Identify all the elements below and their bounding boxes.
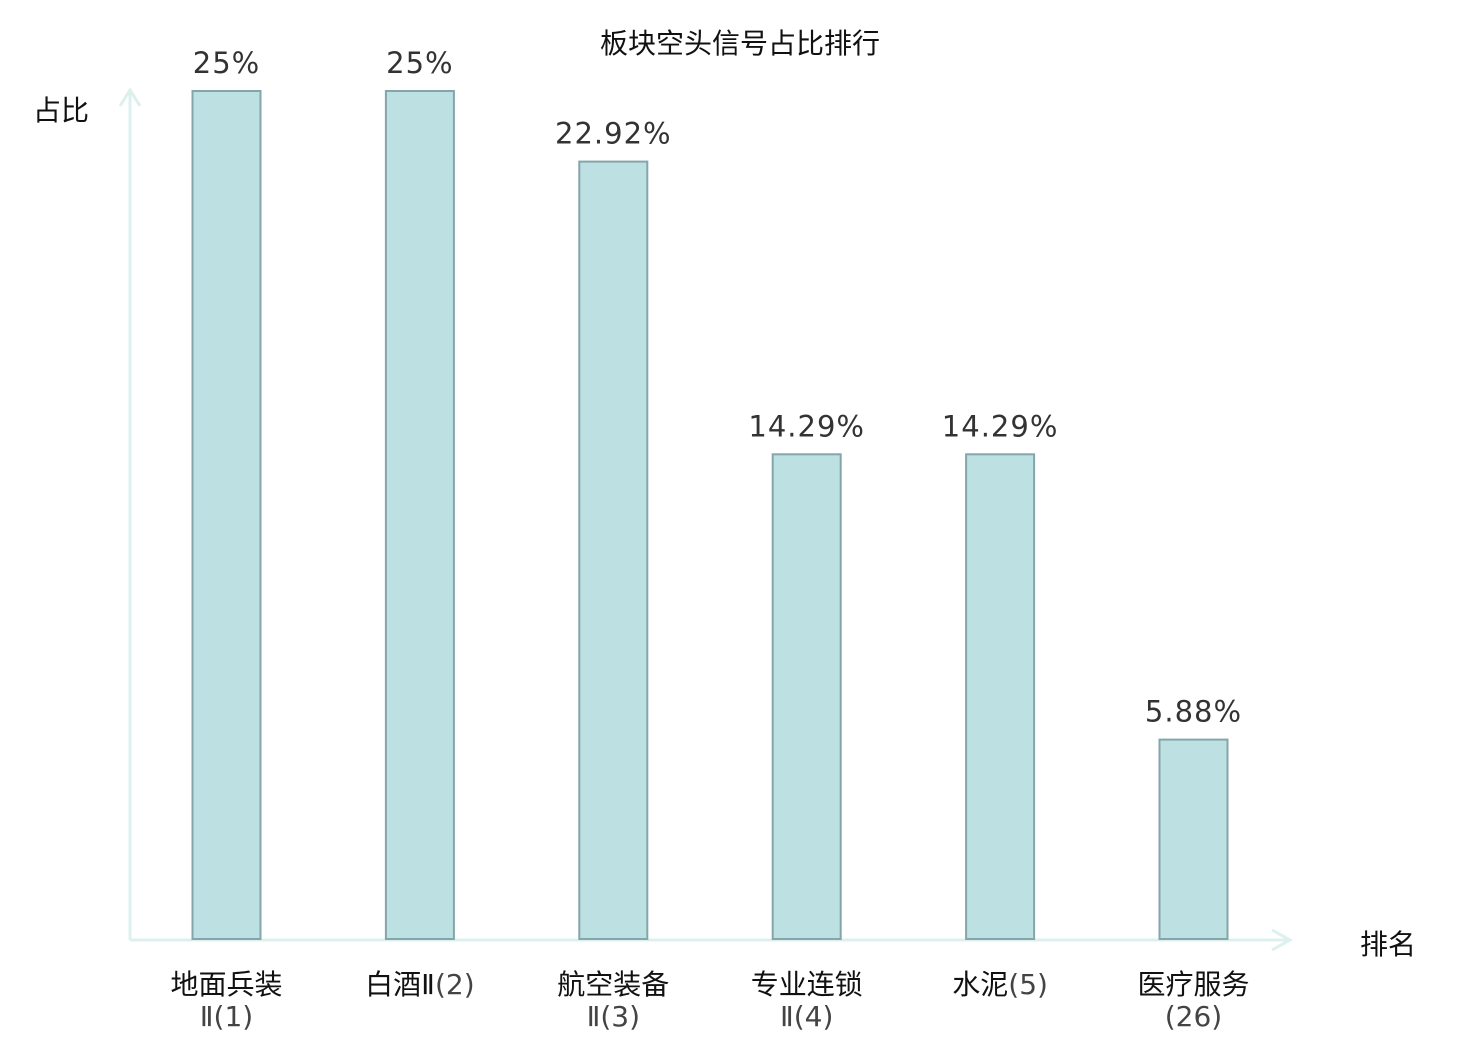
bar-value-label: 22.92% (555, 117, 672, 151)
y-axis-arrow-icon (118, 87, 142, 107)
bar (384, 90, 455, 940)
x-axis (130, 928, 1294, 952)
bar (965, 453, 1036, 940)
bar (1158, 738, 1229, 940)
y-axis (118, 87, 142, 940)
category-rank-label: Ⅱ(4) (780, 1000, 833, 1033)
x-axis-arrow-icon (1271, 928, 1294, 952)
bar (191, 90, 262, 940)
x-axis-label: 排名 (1360, 928, 1416, 961)
category-label: 专业连锁 (751, 968, 863, 1001)
bar-value-label: 25% (193, 46, 260, 80)
bar (578, 160, 649, 941)
category-label: 航空装备 (557, 968, 669, 1001)
bar-value-label: 5.88% (1145, 695, 1242, 729)
value-labels: 25% 25% 22.92% 14.29% 14.29% 5.88% (193, 46, 1242, 729)
bar-value-label: 14.29% (942, 409, 1059, 443)
y-axis-label: 占比 (33, 94, 89, 127)
category-rank-label: (26) (1165, 1000, 1222, 1033)
chart-title: 板块空头信号占比排行 (600, 27, 880, 60)
category-rank-label: Ⅱ(3) (587, 1000, 640, 1033)
bar (771, 453, 842, 940)
bar-value-label: 25% (386, 46, 453, 80)
category-rank-label: Ⅱ(1) (200, 1000, 253, 1033)
bar-value-label: 14.29% (748, 409, 865, 443)
category-label: 白酒Ⅱ(2) (365, 968, 474, 1001)
bar-series (191, 90, 1229, 941)
category-label: 地面兵装 (170, 968, 282, 1001)
category-label: 水泥(5) (952, 968, 1048, 1001)
category-label: 医疗服务 (1137, 968, 1249, 1001)
